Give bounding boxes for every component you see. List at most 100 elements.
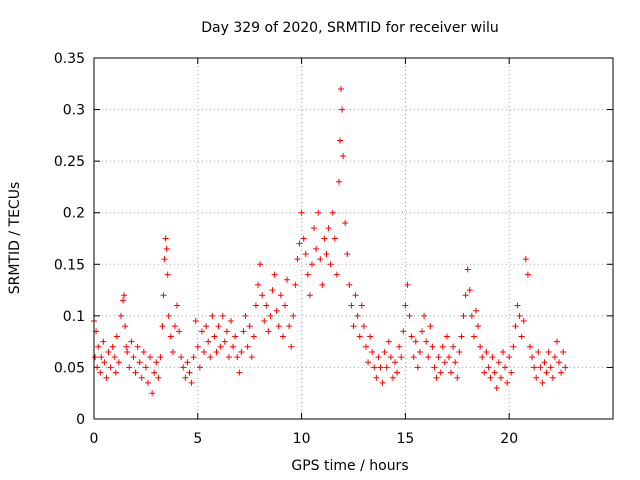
data-point [562,364,569,371]
data-point [319,281,326,288]
data-point [431,364,438,371]
data-point [539,379,546,386]
data-point [123,343,130,350]
grid [93,57,613,420]
data-point [101,359,108,366]
x-tick-label: 20 [500,431,518,447]
data-point [196,364,203,371]
data-point [97,369,104,376]
data-point [402,302,409,309]
data-point [298,209,305,216]
data-point [489,354,496,361]
data-point [240,328,247,335]
data-point [117,312,124,319]
data-point [429,343,436,350]
data-point [263,302,270,309]
y-tick-label: 0.35 [54,51,85,67]
data-point [443,333,450,340]
data-point [547,364,554,371]
data-point [151,369,158,376]
x-tick-label: 5 [193,431,202,447]
data-point [331,235,338,242]
data-point [120,297,127,304]
data-point [487,374,494,381]
data-point [421,312,428,319]
data-point [161,256,168,263]
data-point [435,354,442,361]
data-point [371,364,378,371]
data-point [238,348,245,355]
data-point [302,250,309,257]
data-point [325,225,332,232]
data-point [255,281,262,288]
data-point [160,292,167,299]
data-point [497,374,504,381]
data-point [460,312,467,319]
y-axis-label: SRMTID / TECUs [7,182,23,295]
data-point [327,261,334,268]
plot-frame [93,57,614,420]
data-point [553,338,560,345]
data-point [132,369,139,376]
data-point [165,312,172,319]
data-point [439,343,446,350]
data-point [556,359,563,366]
data-point [541,359,548,366]
data-point [408,333,415,340]
data-point [225,354,232,361]
data-point [261,318,268,325]
data-point [531,364,538,371]
data-point [491,369,498,376]
data-point [221,338,228,345]
data-point [339,106,346,113]
data-point [369,348,376,355]
data-point [250,333,257,340]
data-point [246,323,253,330]
data-point [512,323,519,330]
data-point [518,333,525,340]
data-point [483,348,490,355]
data-point [396,343,403,350]
data-point [174,302,181,309]
x-tick-label: 15 [396,431,414,447]
data-point [416,348,423,355]
data-point [198,328,205,335]
data-point [194,343,201,350]
data-point [311,225,318,232]
data-point [472,307,479,314]
data-point [337,137,344,144]
data-point [400,328,407,335]
tick-labels: 0 0.05 0.1 0.15 0.2 0.25 0.3 0.35 0 5 10 15 20 [54,51,518,447]
data-point [296,240,303,247]
data-point [304,271,311,278]
data-point [414,364,421,371]
data-point [499,348,506,355]
data-point [367,333,374,340]
data-point [186,369,193,376]
y-tick-label: 0.05 [54,360,85,376]
data-point [180,364,187,371]
data-point [493,385,500,392]
y-tick-label: 0.1 [63,309,85,325]
data-point [560,348,567,355]
data-point [514,302,521,309]
x-axis-label: GPS time / hours [291,458,408,474]
data-point [335,178,342,185]
data-point [342,220,349,227]
data-point [134,343,141,350]
chart-title: Day 329 of 2020, SRMTID for receiver wil… [201,20,499,36]
data-point [495,359,502,366]
data-point [358,302,365,309]
data-point [167,333,174,340]
data-point [323,250,330,257]
data-point [153,359,160,366]
data-point [157,354,164,361]
data-point [477,343,484,350]
data-point [452,359,459,366]
data-point [217,343,224,350]
data-point [219,312,226,319]
data-point [462,292,469,299]
data-point [348,302,355,309]
data-point [383,364,390,371]
